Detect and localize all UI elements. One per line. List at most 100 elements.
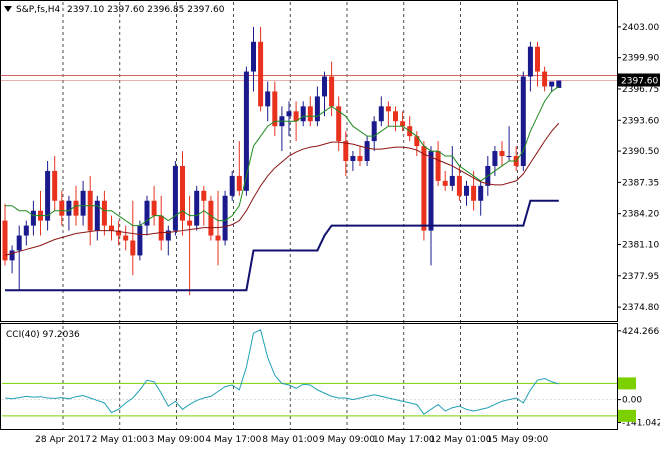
candle-body (258, 41, 264, 107)
candle-body (66, 200, 72, 216)
candle-body (251, 41, 256, 72)
candle-body (16, 235, 22, 251)
price-label-bg (618, 73, 660, 87)
candle-body (464, 185, 469, 196)
candle-body (116, 230, 122, 236)
candle-body (385, 106, 391, 112)
candle-body (59, 200, 65, 216)
axis-labels: 2403.00 2399.90 2396.75 2393.60 2390.50 2387.… (35, 23, 660, 445)
candle-body (172, 165, 178, 231)
candle-body (144, 200, 150, 226)
candle-body (329, 76, 335, 107)
candle-body (456, 175, 462, 196)
time-label: 8 May 01:00 (262, 435, 318, 445)
candle-body (286, 111, 292, 117)
candle-body (201, 190, 207, 201)
candle-body (520, 76, 526, 166)
cci-title: CCI(40) 97.2036 (6, 330, 80, 340)
candle-body (357, 156, 363, 161)
candle-body (94, 200, 100, 231)
time-label: 28 Apr 2017 (35, 435, 91, 445)
candle-body (435, 151, 441, 181)
candle-body (80, 190, 86, 216)
price-tick-label: 2374.80 (622, 303, 659, 313)
down-triangle-icon[interactable] (4, 6, 12, 12)
candle-body (187, 220, 193, 226)
candle-body (243, 71, 249, 191)
candle-body (272, 91, 278, 127)
time-label: 2 May 01:00 (92, 435, 148, 445)
candle-body (400, 121, 406, 127)
candle-body (194, 190, 200, 226)
candle-body (471, 185, 477, 201)
candle-body (215, 235, 221, 241)
cci-panel-border (0, 323, 618, 430)
price-tick-label: 2381.10 (622, 240, 659, 250)
price-tick-label: 2387.35 (622, 178, 659, 188)
candle-body (87, 190, 93, 231)
time-label: 9 May 09:00 (319, 435, 375, 445)
candle-body (499, 151, 505, 157)
candle-body (208, 200, 214, 236)
candle-body (549, 81, 555, 87)
candle-body (236, 175, 242, 191)
candle-body (180, 165, 185, 221)
chart-title: S&P,fs,H4 (16, 5, 61, 15)
candle-body (414, 136, 420, 147)
ma-slow-line (4, 122, 560, 256)
candle-body (378, 106, 384, 122)
stop-level-line (5, 199, 559, 292)
cci-tick-label: 0.00 (622, 396, 642, 406)
candle-body (23, 225, 29, 236)
candle-body (343, 141, 349, 161)
grid-layer (0, 2, 617, 429)
cci-tick-label: 424.2662 (622, 327, 660, 337)
candle-body (45, 170, 51, 221)
candle-body (478, 185, 484, 201)
time-label: 4 May 17:00 (205, 435, 261, 445)
candle-body (158, 215, 164, 241)
candle-body (506, 156, 512, 158)
price-tick-label: 2396.75 (622, 85, 659, 95)
candle-body (165, 230, 171, 241)
candle-body (393, 111, 398, 122)
candle-body (449, 175, 455, 186)
candle-body (151, 200, 157, 216)
time-label: 12 May 01:00 (430, 435, 492, 445)
price-tick-label: 2377.95 (622, 272, 659, 282)
candle-body (336, 106, 342, 142)
price-tick-label: 2390.50 (622, 147, 659, 157)
time-label: 15 May 09:00 (487, 435, 549, 445)
candle-body (542, 71, 548, 87)
candle-body (130, 240, 136, 256)
candle-body (123, 235, 129, 241)
candle-body (109, 225, 114, 231)
candle-body (101, 200, 107, 226)
candle-body (492, 151, 498, 166)
candles-layer (2, 26, 562, 296)
candle-body (30, 210, 36, 226)
candle-body (2, 220, 8, 261)
candle-body (9, 250, 15, 261)
candle-body (229, 175, 235, 196)
ma-fast-line (5, 86, 560, 227)
candle-body (428, 151, 434, 231)
candle-body (350, 156, 356, 161)
time-label: 3 May 09:00 (149, 435, 205, 445)
candle-body (222, 195, 228, 241)
cci-line (4, 329, 559, 415)
candle-body (293, 111, 299, 122)
candle-body (442, 180, 448, 186)
cci-tick-label: -141.0421 (622, 418, 660, 428)
price-tick-label: 2384.20 (622, 210, 659, 220)
ohlc-readout: 2397.10 2397.60 2396.85 2397.60 (67, 5, 225, 15)
price-tick-label: 2399.90 (622, 54, 659, 64)
price-tick-label: 2393.60 (622, 116, 659, 126)
candle-body (137, 225, 143, 256)
price-panel-border (0, 0, 618, 322)
candle-body (371, 121, 377, 142)
candle-body (535, 46, 540, 72)
candle-body (364, 141, 370, 161)
candle-body (307, 106, 313, 122)
